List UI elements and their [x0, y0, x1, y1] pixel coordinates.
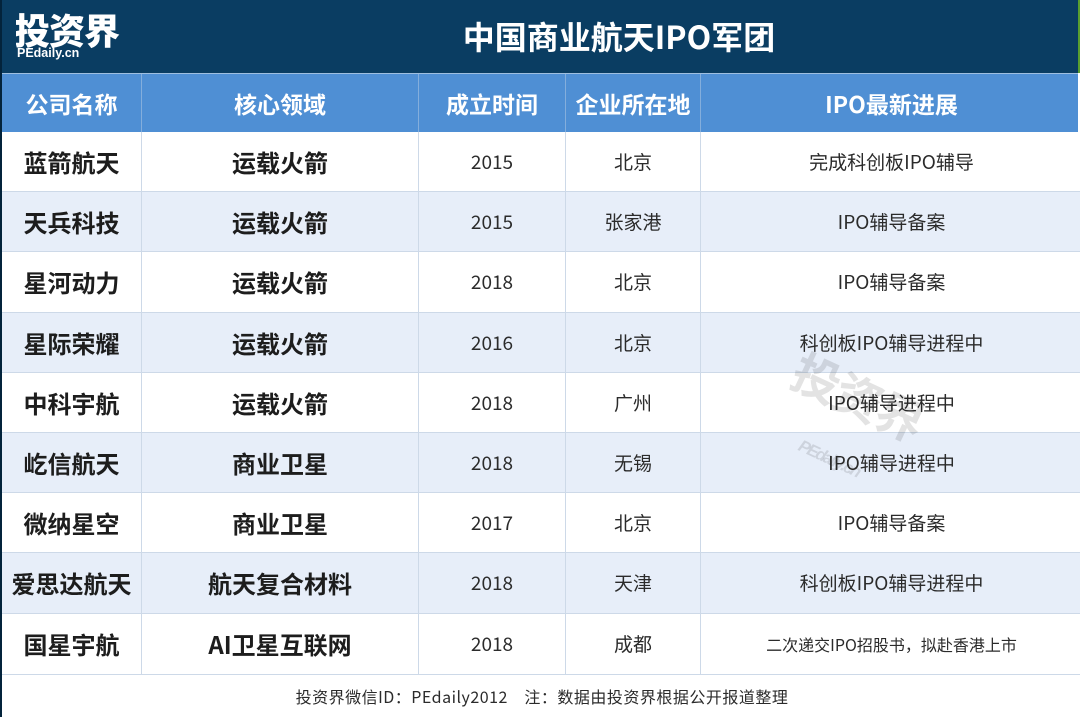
svg-text:PEdaily.cn: PEdaily.cn — [17, 46, 79, 60]
